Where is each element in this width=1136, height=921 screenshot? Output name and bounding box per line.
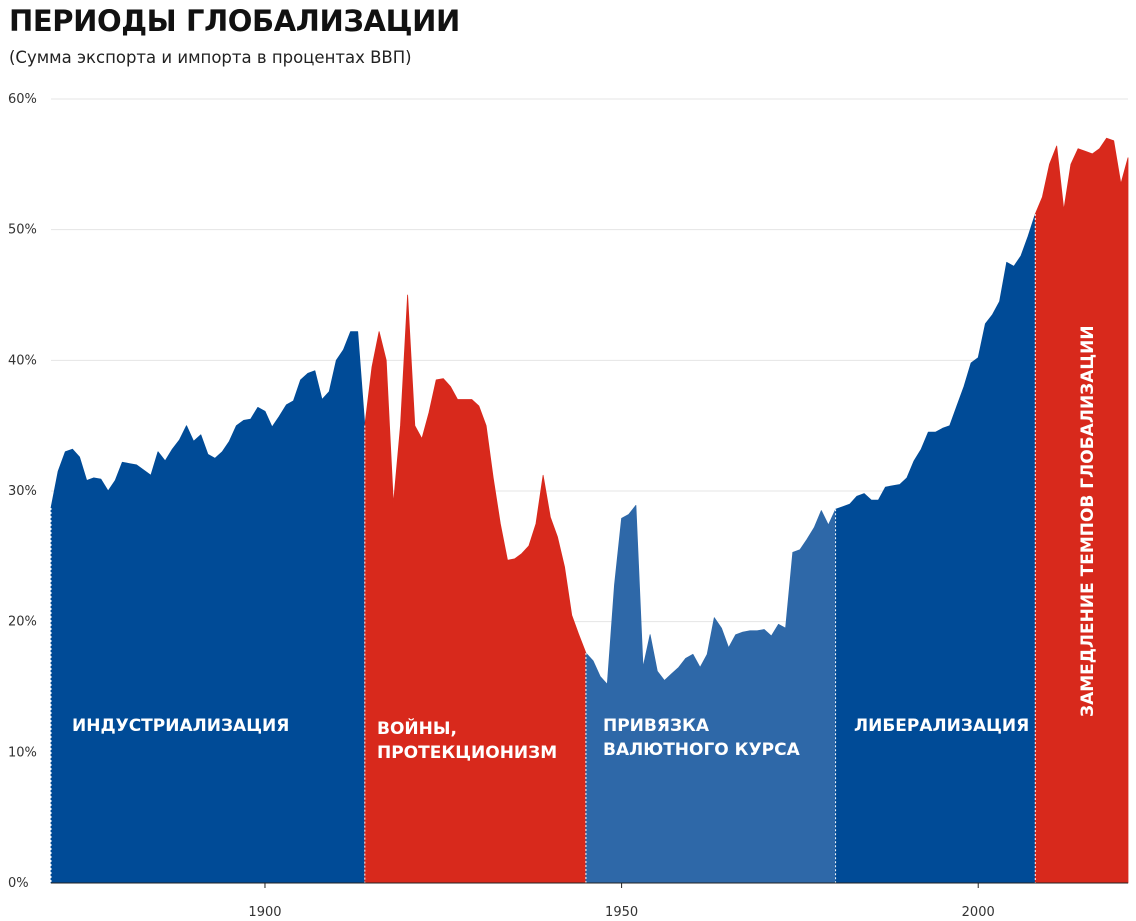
period-label-line: ВАЛЮТНОГО КУРСА	[603, 740, 801, 760]
period-dividers	[50, 213, 1036, 883]
period-label-1: ИНДУСТРИАЛИЗАЦИЯ	[72, 716, 289, 736]
axes: 0% 10% 20% 30% 40% 50% 60% 1900 1950 2000	[8, 92, 1128, 920]
y-tick-label: 60%	[8, 92, 37, 107]
chart-title: ПЕРИОДЫ ГЛОБАЛИЗАЦИИ	[9, 4, 460, 38]
period-area-2	[364, 294, 587, 884]
period-label-line: ЗАМЕДЛЕНИЕ ТЕМПОВ ГЛОБАЛИЗАЦИИ	[1078, 325, 1098, 717]
y-tick-label: 40%	[8, 353, 37, 368]
chart-subtitle: (Сумма экспорта и импорта в процентах ВВ…	[9, 48, 412, 67]
x-tick-label: 2000	[962, 905, 995, 920]
period-labels: ИНДУСТРИАЛИЗАЦИЯ ВОЙНЫ, ПРОТЕКЦИОНИЗМ ПРИВЯ…	[72, 325, 1098, 763]
y-tick-label: 30%	[8, 484, 37, 499]
period-area-3	[585, 505, 836, 884]
period-label-line: ИНДУСТРИАЛИЗАЦИЯ	[72, 716, 289, 736]
y-tick-label: 20%	[8, 615, 37, 630]
period-label-line: ВОЙНЫ,	[377, 717, 457, 739]
period-areas	[50, 137, 1129, 884]
y-tick-label: 10%	[8, 745, 37, 760]
period-area-5	[1034, 137, 1129, 884]
x-tick-label: 1950	[605, 905, 638, 920]
period-label-5: ЗАМЕДЛЕНИЕ ТЕМПОВ ГЛОБАЛИЗАЦИИ	[1078, 325, 1098, 717]
period-area-4	[835, 213, 1036, 884]
period-label-line: ЛИБЕРАЛИЗАЦИЯ	[854, 716, 1029, 736]
period-label-4: ЛИБЕРАЛИЗАЦИЯ	[854, 716, 1029, 736]
y-tick-label: 0%	[8, 876, 29, 891]
period-label-3: ПРИВЯЗКА ВАЛЮТНОГО КУРСА	[603, 716, 801, 760]
y-tick-label: 50%	[8, 223, 37, 238]
period-label-line: ПРИВЯЗКА	[603, 716, 710, 736]
period-area-1	[50, 331, 366, 884]
period-label-2: ВОЙНЫ, ПРОТЕКЦИОНИЗМ	[377, 717, 557, 763]
period-label-line: ПРОТЕКЦИОНИЗМ	[377, 743, 557, 763]
x-tick-label: 1900	[248, 905, 281, 920]
